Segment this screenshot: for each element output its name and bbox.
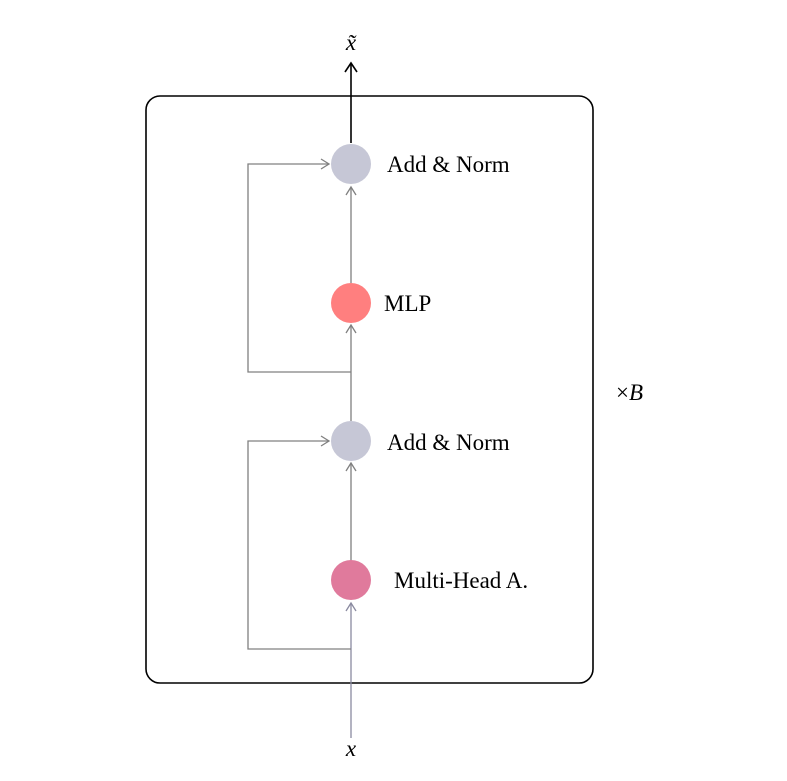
repeat-variable: B [629, 380, 643, 405]
multi-head-attention-node [331, 560, 371, 600]
multi-head-attention-label: Multi-Head A. [394, 568, 528, 593]
mlp-label: MLP [384, 291, 431, 316]
residual-connection-mlp [247, 158, 351, 373]
output-label: x̃ [345, 30, 358, 55]
mlp-node [331, 283, 371, 323]
add-norm-bottom-node [331, 421, 371, 461]
add-norm-top-label: Add & Norm [387, 152, 510, 177]
input-label: x [345, 736, 357, 761]
residual-connection-attention [247, 435, 351, 650]
add-norm-top-node [331, 144, 371, 184]
repeat-label: ×B [616, 380, 643, 405]
block-frame [145, 95, 594, 684]
repeat-operator: × [616, 380, 629, 405]
add-norm-bottom-label: Add & Norm [387, 430, 510, 455]
